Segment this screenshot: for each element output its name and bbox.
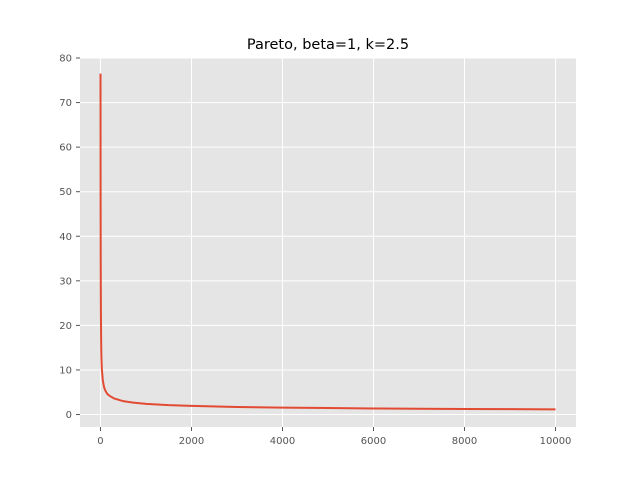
y-tick-label: 10 bbox=[59, 365, 72, 376]
x-tick-label: 0 bbox=[97, 436, 103, 447]
grid-lines bbox=[80, 57, 576, 427]
y-tick-label: 50 bbox=[59, 187, 72, 198]
plot-background bbox=[80, 58, 576, 427]
series-line bbox=[99, 73, 556, 411]
x-axis: 0 2000 4000 6000 8000 10000 bbox=[97, 427, 571, 447]
y-tick-label: 20 bbox=[59, 321, 72, 332]
y-tick-label: 80 bbox=[59, 54, 72, 65]
x-tick-label: 6000 bbox=[361, 436, 386, 447]
chart-title: Pareto, beta=1, k=2.5 bbox=[247, 37, 409, 53]
x-tick-label: 4000 bbox=[270, 436, 295, 447]
x-tick-label: 2000 bbox=[179, 436, 204, 447]
y-tick-label: 60 bbox=[59, 143, 72, 154]
y-tick-label: 0 bbox=[66, 410, 72, 421]
y-tick-label: 70 bbox=[59, 98, 72, 109]
y-tick-label: 30 bbox=[59, 276, 72, 287]
x-tick-label: 10000 bbox=[540, 436, 572, 447]
y-axis: 0 10 20 30 40 50 60 70 80 bbox=[59, 54, 80, 421]
x-tick-label: 8000 bbox=[452, 436, 477, 447]
y-tick-label: 40 bbox=[59, 232, 72, 243]
